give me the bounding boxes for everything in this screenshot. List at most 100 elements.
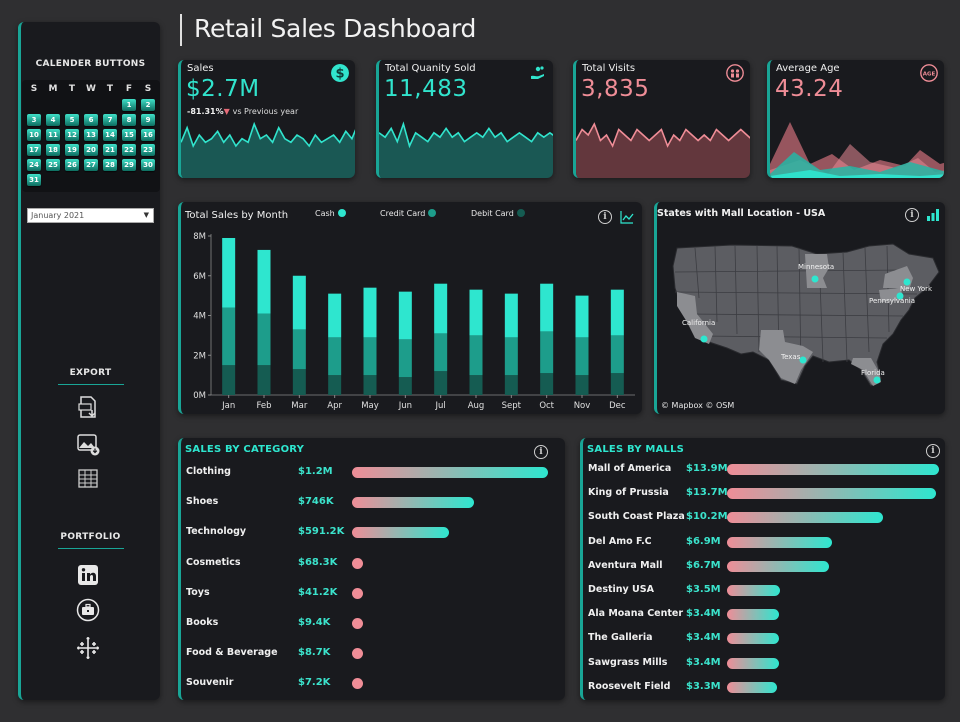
kpi-quantity-card: Total Quanity Sold 11,483 (376, 60, 553, 178)
calendar-day-button[interactable]: 26 (65, 159, 79, 171)
row-bar[interactable] (727, 512, 883, 524)
map-attribution: © Mapbox © OSM (661, 401, 734, 410)
calendar-day-button[interactable]: 17 (27, 144, 41, 156)
calendar-day-button[interactable]: 27 (84, 159, 98, 171)
export-divider (58, 384, 124, 385)
calendar-day-button[interactable]: 22 (122, 144, 136, 156)
calendar-day-button[interactable]: 11 (46, 129, 60, 141)
row-value: $6.9M (686, 535, 721, 547)
weekday-header: W (86, 84, 96, 94)
row-value: $3.5M (686, 584, 721, 595)
bar-segment (575, 295, 589, 338)
row-value: $3.4M (686, 632, 721, 644)
line-chart-icon[interactable] (620, 210, 634, 224)
calendar-day-button[interactable]: 4 (46, 114, 60, 126)
usa-map[interactable]: Minnesota New York Pennsylvania Californ… (657, 202, 945, 414)
map-label-new-york: New York (900, 285, 933, 293)
calendar-day-button[interactable]: 24 (27, 159, 41, 171)
row-bar[interactable] (727, 609, 779, 621)
row-bar[interactable] (352, 678, 363, 690)
calendar-day-button[interactable]: 28 (103, 159, 117, 171)
row-label: Aventura Mall (588, 559, 663, 571)
row-bar[interactable] (727, 560, 830, 572)
calendar-day-button[interactable]: 7 (103, 114, 117, 126)
weekday-header: S (30, 84, 38, 94)
sales-by-month-chart: 0M 2M 4M 6M 8M Jan Feb Mar Apr May Jun Jul Aug Sept Oc… (193, 232, 635, 411)
calendar-day-button[interactable]: 8 (122, 114, 136, 126)
x-tick-label: Nov (574, 401, 591, 411)
bar-segment (398, 291, 412, 340)
info-icon[interactable]: i (534, 445, 548, 459)
tableau-icon[interactable] (76, 636, 100, 660)
row-bar[interactable] (727, 536, 833, 548)
calendar-day-button[interactable]: 15 (122, 129, 136, 141)
row-bar[interactable] (352, 557, 364, 569)
people-icon (726, 64, 744, 82)
info-icon[interactable]: i (926, 444, 940, 458)
briefcase-icon[interactable] (76, 598, 100, 622)
calendar-day-button[interactable]: 20 (84, 144, 98, 156)
table-export-icon[interactable] (76, 467, 100, 491)
info-icon[interactable]: i (598, 210, 612, 224)
calendar-day-button[interactable]: 1 (122, 99, 136, 111)
month-select[interactable]: January 2021 ▼ (27, 208, 154, 223)
kpi-value: $2.7M (186, 76, 260, 102)
portfolio-divider (58, 548, 124, 549)
row-bar[interactable] (727, 633, 779, 645)
chart-title: Total Sales by Month (185, 210, 289, 221)
row-label: Roosevelt Field (588, 680, 671, 692)
title-divider (180, 14, 182, 46)
y-tick-label: 6M (193, 272, 206, 282)
pdf-export-icon[interactable] (76, 395, 100, 419)
row-label: The Galleria (588, 632, 653, 644)
bar-segment (469, 335, 483, 376)
x-tick-label: May (361, 401, 379, 411)
bar-segment (222, 365, 236, 395)
row-bar[interactable] (727, 585, 781, 596)
bar-segment (398, 339, 412, 378)
bar-segment (610, 373, 624, 395)
kpi-label: Sales (187, 63, 214, 74)
row-bar[interactable] (352, 497, 474, 509)
bar-segment (363, 375, 377, 395)
row-bar[interactable] (352, 527, 449, 539)
bar-chart-icon[interactable] (926, 208, 940, 222)
row-label: Food & Beverage (186, 647, 278, 659)
row-bar[interactable] (352, 618, 363, 629)
calendar-day-button[interactable]: 19 (65, 144, 79, 156)
calendar-day-button[interactable]: 16 (141, 129, 155, 141)
calendar-day-button[interactable]: 30 (141, 159, 155, 171)
calendar-day-button[interactable]: 14 (103, 129, 117, 141)
state-florida (851, 358, 881, 386)
kpi-visits-card: Total Visits 3,835 (573, 60, 750, 178)
calendar-day-button[interactable]: 21 (103, 144, 117, 156)
calendar-day-button[interactable]: 10 (27, 129, 41, 141)
row-bar[interactable] (352, 467, 548, 478)
calendar-day-button[interactable]: 31 (27, 174, 41, 186)
linkedin-icon[interactable] (76, 563, 100, 587)
calendar-day-button[interactable]: 12 (65, 129, 79, 141)
calendar-day-button[interactable]: 9 (141, 114, 155, 126)
row-value: $3.4M (686, 608, 721, 620)
calendar-day-button[interactable]: 23 (141, 144, 155, 156)
image-export-icon[interactable] (76, 432, 100, 456)
calendar-day-button[interactable]: 5 (65, 114, 79, 126)
calendar-day-button[interactable]: 25 (46, 159, 60, 171)
calendar-day-button[interactable]: 29 (122, 159, 136, 171)
bar-segment (469, 289, 483, 336)
calendar-day-button[interactable]: 3 (27, 114, 41, 126)
bar-segment (292, 329, 306, 370)
row-bar[interactable] (727, 681, 778, 693)
row-bar[interactable] (727, 657, 779, 669)
row-bar[interactable] (727, 464, 939, 475)
calendar-day-button[interactable]: 6 (84, 114, 98, 126)
calendar-day-button[interactable]: 18 (46, 144, 60, 156)
info-icon[interactable]: i (905, 208, 919, 222)
bar-segment (540, 331, 554, 374)
row-bar[interactable] (352, 648, 363, 660)
row-bar[interactable] (352, 587, 363, 599)
calendar-day-button[interactable]: 2 (141, 99, 155, 111)
row-bar[interactable] (727, 488, 936, 500)
sales-by-category-panel: SALES BY CATEGORY i Clothing $1.2M Shoes $7… (178, 438, 565, 700)
calendar-day-button[interactable]: 13 (84, 129, 98, 141)
